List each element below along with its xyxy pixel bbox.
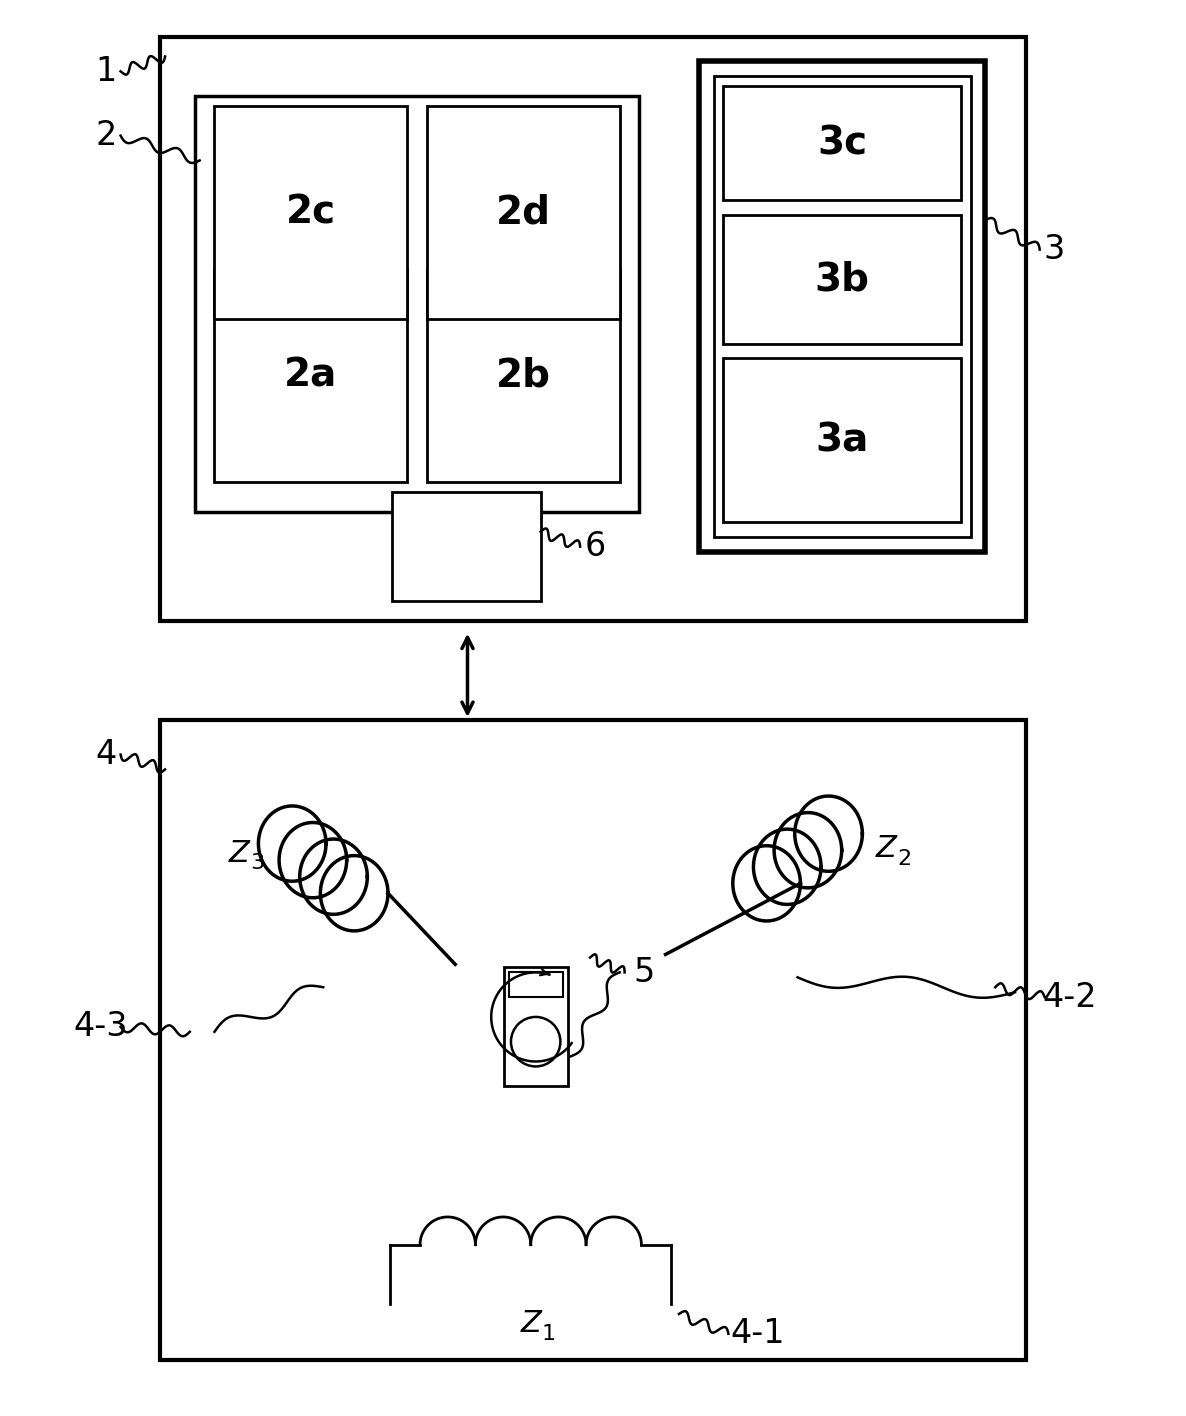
Bar [723,215,961,344]
Text: 2: 2 [898,848,911,868]
Text: 3a: 3a [816,421,868,459]
Bar [215,106,407,319]
Text: 3b: 3b [815,261,869,299]
Text: 2: 2 [95,119,116,152]
Text: 1: 1 [542,1324,555,1344]
Text: 5: 5 [633,956,655,988]
Circle shape [511,1017,561,1066]
Text: 4-2: 4-2 [1042,981,1097,1014]
Text: 3c: 3c [817,125,867,161]
Bar [393,493,541,600]
Text: 2a: 2a [285,357,338,395]
Bar [160,719,1026,1359]
Text: Z: Z [229,840,249,868]
Bar [195,96,639,513]
Bar [504,967,568,1086]
Text: 2b: 2b [496,357,550,395]
Text: 6: 6 [585,530,606,564]
Bar [160,37,1026,620]
Text: 4-1: 4-1 [731,1317,785,1351]
Bar [714,76,970,537]
Bar [723,86,961,200]
Text: Z: Z [876,834,897,864]
Bar [215,269,407,483]
Bar [427,269,619,483]
Text: 3: 3 [250,854,264,874]
Text: 4-3: 4-3 [74,1011,128,1044]
Text: Z: Z [521,1310,541,1338]
Text: 1: 1 [95,55,116,88]
Text: 3: 3 [1044,234,1065,266]
Text: 4: 4 [95,738,116,772]
Text: 2d: 2d [496,194,550,231]
Bar [427,106,619,319]
Bar [723,358,961,523]
Bar [699,61,986,552]
Text: 2c: 2c [286,194,336,231]
Bar [509,973,563,997]
